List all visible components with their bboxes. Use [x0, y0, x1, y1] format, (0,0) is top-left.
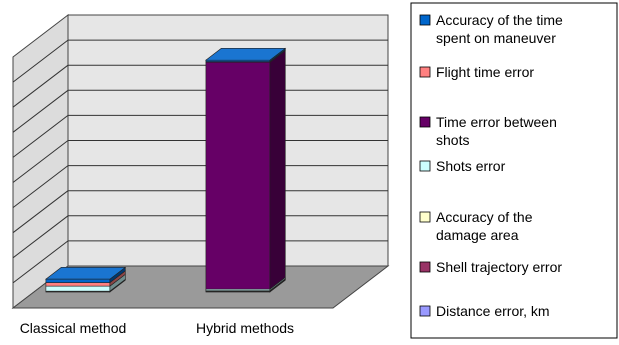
x-tick-label: Classical method: [20, 320, 127, 336]
legend-swatch: [419, 14, 431, 26]
legend-label: shots: [436, 132, 469, 148]
gridline-side: [12, 64, 69, 108]
chart-walls: [11, 13, 390, 310]
legend-swatch: [419, 66, 431, 78]
bar-front: [45, 278, 111, 283]
legend-label: Shots error: [436, 158, 506, 174]
bar-top: [205, 48, 287, 61]
legend-label: Accuracy of the time: [436, 12, 563, 28]
legend-box: [410, 2, 618, 339]
gridline-side: [12, 165, 69, 208]
bar-side: [269, 49, 286, 290]
legend-label: Accuracy of the: [436, 209, 533, 225]
legend-label: damage area: [436, 227, 519, 243]
gridline-side: [12, 89, 69, 133]
x-axis-labels: Classical method Hybrid methods: [20, 320, 294, 336]
legend-label: Time error between: [436, 114, 557, 130]
legend-label: Distance error, km: [436, 303, 550, 319]
x-tick-label: Hybrid methods: [196, 320, 294, 336]
bar-front: [205, 61, 271, 290]
chart-bars: [45, 47, 287, 293]
legend-label: spent on maneuver: [436, 30, 556, 46]
legend-label: Flight time error: [436, 64, 534, 80]
legend-swatch: [419, 261, 431, 273]
gridline-side: [12, 215, 69, 259]
bar-segment: [205, 49, 286, 290]
legend: Accuracy of the time spent on maneuver Fli…: [410, 2, 618, 339]
bar-front: [45, 285, 111, 292]
gridline-side: [12, 190, 69, 234]
legend-label: Shell trajectory error: [436, 259, 562, 275]
bar-front: [45, 282, 111, 287]
legend-swatch: [419, 305, 431, 317]
bar-top: [45, 267, 127, 280]
legend-swatch: [419, 116, 431, 128]
legend-swatch: [419, 211, 431, 223]
gridline-side: [12, 140, 69, 183]
gridline-side: [12, 240, 69, 284]
gridline-side: [12, 115, 69, 158]
bar-segment: [45, 266, 126, 284]
gridline-side: [12, 39, 69, 83]
legend-swatch: [419, 160, 431, 172]
